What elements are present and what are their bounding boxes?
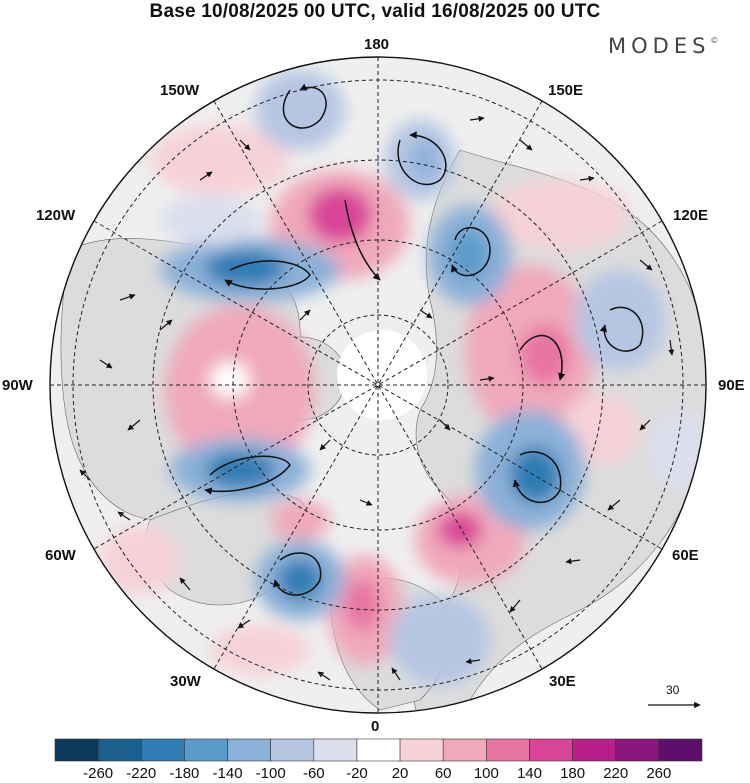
copyright-mark: © bbox=[710, 36, 719, 45]
lon-label-90e: 90E bbox=[718, 377, 745, 394]
reference-vector-label: 30 bbox=[666, 683, 680, 697]
wind-arrow bbox=[317, 671, 331, 681]
colorbar bbox=[54, 738, 703, 762]
streamline bbox=[204, 455, 291, 495]
colorbar-swatch bbox=[399, 738, 444, 762]
brand-name: MODES bbox=[608, 34, 711, 58]
wind-arrow bbox=[117, 511, 131, 521]
streamline bbox=[344, 199, 381, 281]
colorbar-tick-label: -180 bbox=[169, 765, 200, 782]
lon-label-120w: 120W bbox=[36, 207, 76, 224]
colorbar-swatch bbox=[486, 738, 530, 762]
graticule bbox=[50, 57, 706, 713]
streamline bbox=[599, 306, 644, 352]
wind-arrow bbox=[479, 375, 495, 382]
colorbar-swatch bbox=[529, 738, 573, 762]
streamline bbox=[273, 552, 322, 596]
wind-arrow bbox=[465, 658, 481, 665]
colorbar-tick-label: 220 bbox=[603, 765, 629, 782]
wind-arrow bbox=[565, 558, 581, 565]
colorbar-swatch bbox=[140, 738, 185, 762]
colorbar-tick-label: 20 bbox=[391, 765, 409, 782]
colorbar-swatch bbox=[572, 738, 617, 762]
wind-arrow bbox=[99, 359, 113, 369]
colorbar-swatch bbox=[227, 738, 271, 762]
colorbar-tick-label: -100 bbox=[255, 765, 286, 782]
streamline bbox=[397, 131, 447, 186]
wind-arrow bbox=[359, 499, 373, 506]
brand-logo: MODES© bbox=[608, 34, 718, 58]
wind-arrow bbox=[199, 171, 213, 181]
wind-arrow bbox=[239, 139, 251, 151]
map-title: Base 10/08/2025 00 UTC, valid 16/08/2025… bbox=[149, 1, 601, 22]
colorbar-tick-label: -260 bbox=[83, 765, 114, 782]
colorbar-tick-label: 60 bbox=[434, 765, 452, 782]
wind-arrow bbox=[469, 115, 485, 122]
wind-arrow bbox=[179, 577, 191, 591]
colorbar-swatch bbox=[356, 738, 401, 762]
wind-arrow bbox=[607, 499, 621, 511]
colorbar-swatch bbox=[313, 738, 358, 762]
colorbar-swatch bbox=[658, 738, 703, 762]
colorbar-tick-label: 260 bbox=[646, 765, 672, 782]
lon-label-30e: 30E bbox=[549, 673, 576, 690]
colorbar-swatch bbox=[54, 738, 99, 762]
streamline bbox=[282, 83, 327, 129]
lon-label-90w: 90W bbox=[2, 377, 33, 394]
lon-label-120e: 120E bbox=[673, 207, 709, 224]
colorbar-tick-label: -140 bbox=[212, 765, 243, 782]
colorbar-tick-label: -220 bbox=[126, 765, 157, 782]
colorbar-tick-label: 100 bbox=[473, 765, 499, 782]
flow-streamlines bbox=[204, 83, 644, 596]
lon-label-30w: 30W bbox=[170, 673, 201, 690]
wind-arrow bbox=[237, 619, 251, 629]
lon-label-60w: 60W bbox=[45, 547, 76, 564]
wind-arrow bbox=[509, 599, 521, 613]
lon-label-180: 180 bbox=[364, 36, 390, 53]
wind-arrow bbox=[119, 293, 136, 301]
wind-arrow bbox=[159, 319, 173, 331]
wind-arrow bbox=[639, 419, 651, 431]
lon-label-60e: 60E bbox=[672, 547, 699, 564]
polar-cap bbox=[337, 330, 427, 420]
wind-vectors bbox=[79, 115, 675, 681]
wind-arrow bbox=[519, 139, 533, 151]
streamline bbox=[512, 451, 562, 504]
colorbar-swatch bbox=[184, 738, 228, 762]
colorbar-tick-label: -20 bbox=[346, 765, 368, 782]
colorbar-swatch bbox=[615, 738, 660, 762]
colorbar-swatch bbox=[97, 738, 142, 762]
wind-arrow bbox=[668, 339, 675, 356]
streamline bbox=[451, 226, 491, 277]
map-border bbox=[49, 56, 707, 714]
streamline bbox=[224, 260, 311, 290]
wind-arrow bbox=[391, 667, 401, 681]
lon-label-150e: 150E bbox=[548, 82, 584, 99]
wind-arrow bbox=[579, 175, 595, 182]
colorbar-swatch bbox=[270, 738, 315, 762]
wind-arrow bbox=[639, 259, 653, 271]
wind-arrow bbox=[127, 419, 141, 431]
colorbar-tick-label: 180 bbox=[560, 765, 586, 782]
colorbar-swatch bbox=[442, 738, 487, 762]
colorbar-tick-label: -60 bbox=[302, 765, 325, 782]
lon-label-150w: 150W bbox=[160, 82, 200, 99]
wind-arrow bbox=[319, 439, 331, 451]
wind-arrow bbox=[419, 309, 433, 319]
streamline bbox=[519, 334, 566, 381]
wind-arrow bbox=[79, 469, 91, 481]
wind-arrow bbox=[299, 309, 311, 321]
lon-label-0: 0 bbox=[371, 718, 380, 735]
colorbar-tick-label: 140 bbox=[516, 765, 542, 782]
